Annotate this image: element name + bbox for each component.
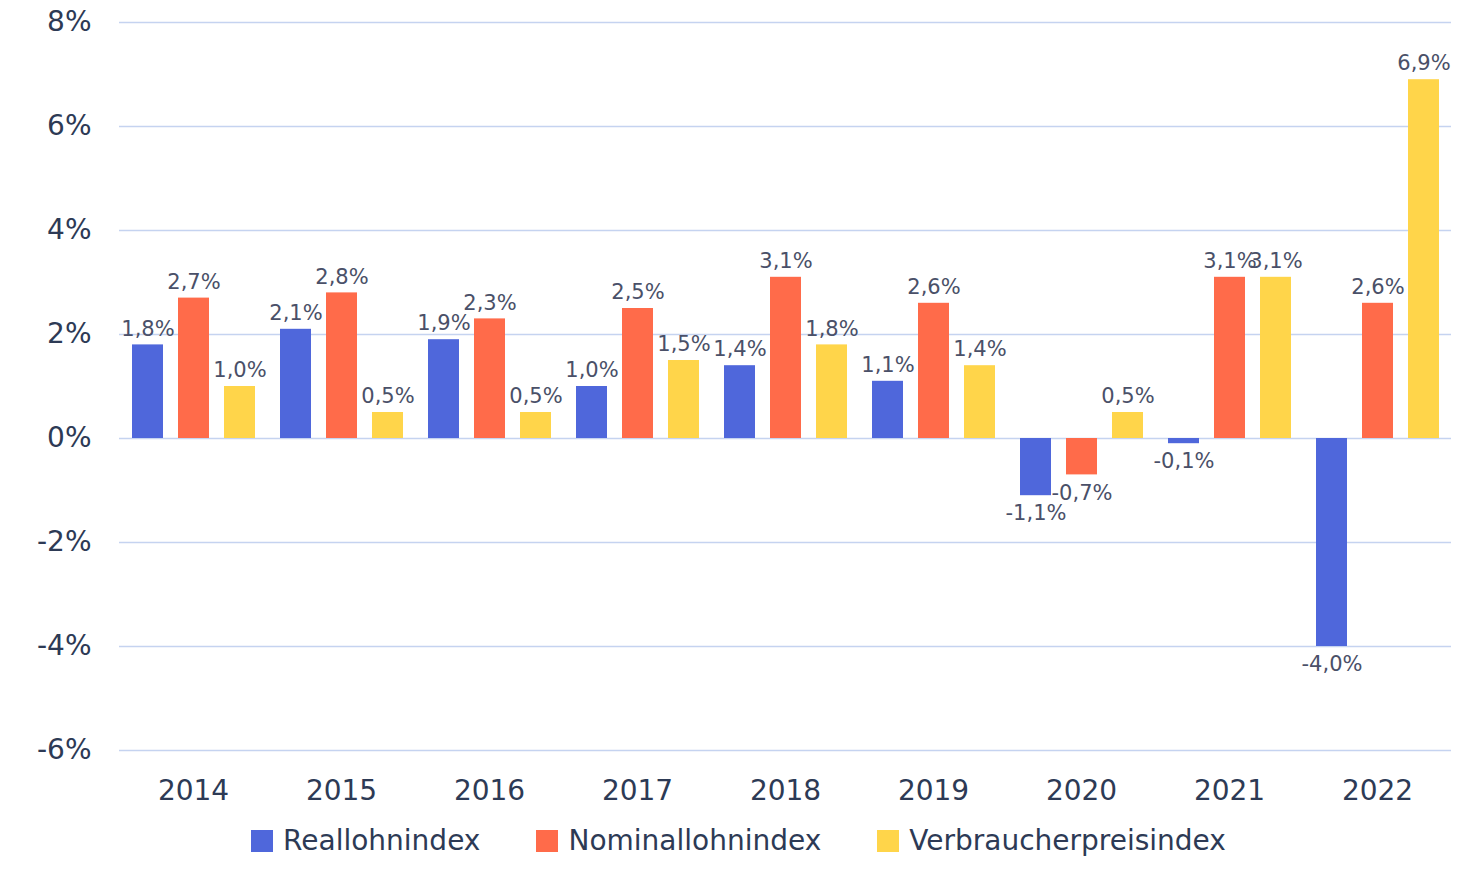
svg-text:2%: 2%	[47, 317, 91, 350]
svg-text:1,0%: 1,0%	[213, 358, 266, 382]
svg-text:0,5%: 0,5%	[1101, 384, 1154, 408]
html-text:Reallohnindex: Reallohnindex	[283, 824, 481, 857]
svg-text:-4,0%: -4,0%	[1302, 652, 1363, 676]
svg-text:-4%: -4%	[37, 629, 92, 662]
svg-text:3,1%: 3,1%	[759, 249, 812, 273]
svg-text:0%: 0%	[47, 421, 91, 454]
svg-text:1,8%: 1,8%	[805, 317, 858, 341]
svg-text:2,6%: 2,6%	[1351, 275, 1404, 299]
svg-text:2,7%: 2,7%	[167, 270, 220, 294]
svg-text:1,0%: 1,0%	[565, 358, 618, 382]
svg-text:2015: 2015	[306, 774, 377, 807]
svg-text:6,9%: 6,9%	[1397, 51, 1450, 75]
svg-text:2014: 2014	[158, 774, 229, 807]
svg-text:-0,7%: -0,7%	[1052, 481, 1113, 505]
svg-text:2022: 2022	[1342, 774, 1413, 807]
svg-text:2018: 2018	[750, 774, 821, 807]
svg-text:-6%: -6%	[37, 733, 92, 766]
svg-text:3,1%: 3,1%	[1203, 249, 1257, 273]
svg-text:1,8%: 1,8%	[121, 317, 174, 341]
html-text:Verbraucherpreisindex: Verbraucherpreisindex	[909, 824, 1226, 857]
svg-text:2,5%: 2,5%	[611, 280, 664, 304]
svg-text:8%: 8%	[47, 5, 91, 38]
svg-text:2017: 2017	[602, 774, 673, 807]
svg-text:-1,1%: -1,1%	[1006, 501, 1067, 525]
svg-text:2016: 2016	[454, 774, 525, 807]
svg-text:3,1%: 3,1%	[1249, 249, 1302, 273]
html-text:Nominallohnindex: Nominallohnindex	[568, 824, 822, 857]
svg-text:2019: 2019	[898, 774, 969, 807]
svg-text:6%: 6%	[47, 109, 91, 142]
svg-text:-0,1%: -0,1%	[1154, 449, 1215, 473]
svg-text:1,4%: 1,4%	[713, 337, 766, 361]
svg-text:1,1%: 1,1%	[861, 353, 914, 377]
svg-text:0,5%: 0,5%	[509, 384, 562, 408]
svg-text:1,5%: 1,5%	[657, 332, 710, 356]
svg-text:0,5%: 0,5%	[361, 384, 414, 408]
svg-text:2,8%: 2,8%	[315, 265, 368, 289]
svg-text:4%: 4%	[47, 213, 91, 246]
svg-text:2,6%: 2,6%	[907, 275, 960, 299]
svg-text:-2%: -2%	[37, 525, 92, 558]
svg-text:2021: 2021	[1194, 774, 1265, 807]
svg-text:1,4%: 1,4%	[953, 337, 1006, 361]
svg-text:2020: 2020	[1046, 774, 1117, 807]
svg-text:2,1%: 2,1%	[269, 301, 322, 325]
svg-text:2,3%: 2,3%	[463, 291, 516, 315]
svg-text:1,9%: 1,9%	[417, 311, 470, 335]
